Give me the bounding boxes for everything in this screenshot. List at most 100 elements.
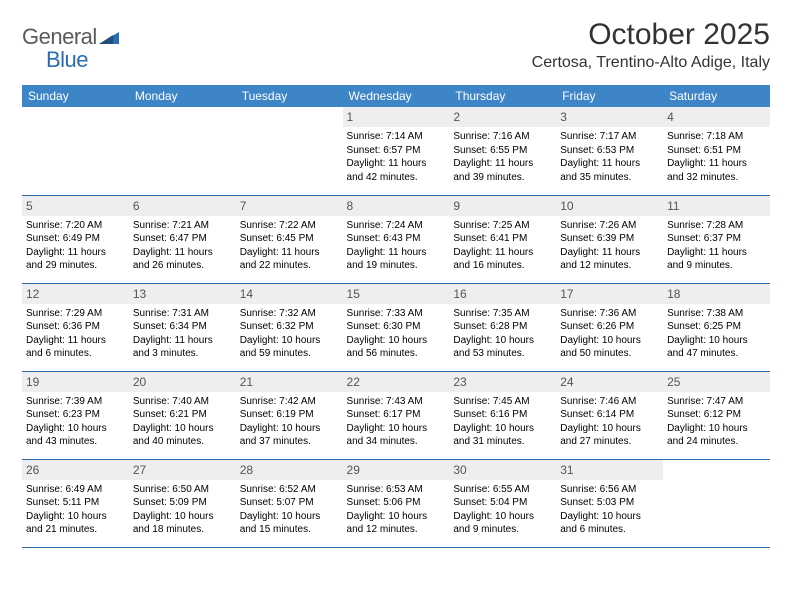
sunset-text: Sunset: 6:37 PM: [667, 232, 766, 246]
sunset-text: Sunset: 5:09 PM: [133, 496, 232, 510]
sunset-text: Sunset: 5:07 PM: [240, 496, 339, 510]
sunset-text: Sunset: 6:45 PM: [240, 232, 339, 246]
day-number: 7: [236, 196, 343, 216]
sunrise-text: Sunrise: 7:42 AM: [240, 395, 339, 409]
calendar-day-cell: [22, 107, 129, 195]
day-number: 27: [129, 460, 236, 480]
sunset-text: Sunset: 5:06 PM: [347, 496, 446, 510]
calendar-day-cell: 19Sunrise: 7:39 AMSunset: 6:23 PMDayligh…: [22, 371, 129, 459]
daylight-text: Daylight: 10 hours and 21 minutes.: [26, 510, 125, 537]
day-number: 24: [556, 372, 663, 392]
daylight-text: Daylight: 10 hours and 15 minutes.: [240, 510, 339, 537]
sunset-text: Sunset: 6:25 PM: [667, 320, 766, 334]
sunset-text: Sunset: 6:53 PM: [560, 144, 659, 158]
day-number: 6: [129, 196, 236, 216]
calendar-day-cell: 7Sunrise: 7:22 AMSunset: 6:45 PMDaylight…: [236, 195, 343, 283]
calendar-day-cell: 29Sunrise: 6:53 AMSunset: 5:06 PMDayligh…: [343, 459, 450, 547]
daylight-text: Daylight: 11 hours and 42 minutes.: [347, 157, 446, 184]
sunset-text: Sunset: 6:14 PM: [560, 408, 659, 422]
sunrise-text: Sunrise: 7:16 AM: [453, 130, 552, 144]
sunrise-text: Sunrise: 7:33 AM: [347, 307, 446, 321]
day-number: 21: [236, 372, 343, 392]
calendar-week-row: 5Sunrise: 7:20 AMSunset: 6:49 PMDaylight…: [22, 195, 770, 283]
sunset-text: Sunset: 5:03 PM: [560, 496, 659, 510]
sunrise-text: Sunrise: 7:43 AM: [347, 395, 446, 409]
day-number: 14: [236, 284, 343, 304]
calendar-day-cell: 12 Sunrise: 7:29 AMSunset: 6:36 PMDayligh…: [22, 283, 129, 371]
daylight-text: Daylight: 10 hours and 34 minutes.: [347, 422, 446, 449]
daylight-text: Daylight: 10 hours and 27 minutes.: [560, 422, 659, 449]
day-number: 20: [129, 372, 236, 392]
calendar-week-row: 19Sunrise: 7:39 AMSunset: 6:23 PMDayligh…: [22, 371, 770, 459]
day-number: 15: [343, 284, 450, 304]
day-number: 16: [449, 284, 556, 304]
daylight-text: Daylight: 10 hours and 59 minutes.: [240, 334, 339, 361]
calendar-day-cell: 8Sunrise: 7:24 AMSunset: 6:43 PMDaylight…: [343, 195, 450, 283]
sunset-text: Sunset: 6:55 PM: [453, 144, 552, 158]
title-block: October 2025 Certosa, Trentino-Alto Adig…: [532, 18, 770, 72]
sunrise-text: Sunrise: 6:52 AM: [240, 483, 339, 497]
sunrise-text: Sunrise: 7:14 AM: [347, 130, 446, 144]
day-number: 29: [343, 460, 450, 480]
daylight-text: Daylight: 10 hours and 47 minutes.: [667, 334, 766, 361]
weekday-header: Saturday: [663, 85, 770, 107]
calendar-day-cell: 2Sunrise: 7:16 AMSunset: 6:55 PMDaylight…: [449, 107, 556, 195]
sunrise-text: Sunrise: 7:28 AM: [667, 219, 766, 233]
sunrise-text: Sunrise: 7:35 AM: [453, 307, 552, 321]
day-number: 23: [449, 372, 556, 392]
daylight-text: Daylight: 11 hours and 22 minutes.: [240, 246, 339, 273]
calendar-day-cell: 21Sunrise: 7:42 AMSunset: 6:19 PMDayligh…: [236, 371, 343, 459]
day-number: 22: [343, 372, 450, 392]
calendar-page: General Blue October 2025 Certosa, Trent…: [0, 0, 792, 558]
daylight-text: Daylight: 10 hours and 37 minutes.: [240, 422, 339, 449]
day-number: 12: [22, 284, 129, 304]
logo-text: General Blue: [22, 24, 119, 79]
sunset-text: Sunset: 6:12 PM: [667, 408, 766, 422]
calendar-day-cell: 3Sunrise: 7:17 AMSunset: 6:53 PMDaylight…: [556, 107, 663, 195]
logo-triangle-icon: [99, 30, 119, 49]
weekday-header: Tuesday: [236, 85, 343, 107]
daylight-text: Daylight: 10 hours and 6 minutes.: [560, 510, 659, 537]
daylight-text: Daylight: 11 hours and 39 minutes.: [453, 157, 552, 184]
sunset-text: Sunset: 6:57 PM: [347, 144, 446, 158]
calendar-day-cell: 17Sunrise: 7:36 AMSunset: 6:26 PMDayligh…: [556, 283, 663, 371]
calendar-day-cell: 26Sunrise: 6:49 AMSunset: 5:11 PMDayligh…: [22, 459, 129, 547]
sunset-text: Sunset: 6:34 PM: [133, 320, 232, 334]
calendar-day-cell: 13Sunrise: 7:31 AMSunset: 6:34 PMDayligh…: [129, 283, 236, 371]
daylight-text: Daylight: 11 hours and 6 minutes.: [26, 334, 125, 361]
sunset-text: Sunset: 6:41 PM: [453, 232, 552, 246]
calendar-day-cell: [663, 459, 770, 547]
sunrise-text: Sunrise: 7:17 AM: [560, 130, 659, 144]
calendar-day-cell: 23Sunrise: 7:45 AMSunset: 6:16 PMDayligh…: [449, 371, 556, 459]
calendar-body: 1Sunrise: 7:14 AMSunset: 6:57 PMDaylight…: [22, 107, 770, 547]
calendar-day-cell: 25Sunrise: 7:47 AMSunset: 6:12 PMDayligh…: [663, 371, 770, 459]
weekday-header-row: Sunday Monday Tuesday Wednesday Thursday…: [22, 85, 770, 107]
calendar-day-cell: 15Sunrise: 7:33 AMSunset: 6:30 PMDayligh…: [343, 283, 450, 371]
sunrise-text: Sunrise: 6:50 AM: [133, 483, 232, 497]
logo-general: General: [22, 24, 97, 49]
day-number: 28: [236, 460, 343, 480]
calendar-day-cell: [129, 107, 236, 195]
sunset-text: Sunset: 6:36 PM: [26, 320, 125, 334]
daylight-text: Daylight: 11 hours and 12 minutes.: [560, 246, 659, 273]
sunrise-text: Sunrise: 7:39 AM: [26, 395, 125, 409]
logo-blue: Blue: [46, 47, 88, 72]
calendar-day-cell: 24Sunrise: 7:46 AMSunset: 6:14 PMDayligh…: [556, 371, 663, 459]
sunrise-text: Sunrise: 6:56 AM: [560, 483, 659, 497]
daylight-text: Daylight: 11 hours and 32 minutes.: [667, 157, 766, 184]
sunset-text: Sunset: 6:43 PM: [347, 232, 446, 246]
daylight-text: Daylight: 11 hours and 3 minutes.: [133, 334, 232, 361]
sunrise-text: Sunrise: 7:29 AM: [26, 307, 125, 321]
day-number: 9: [449, 196, 556, 216]
daylight-text: Daylight: 10 hours and 50 minutes.: [560, 334, 659, 361]
sunset-text: Sunset: 6:51 PM: [667, 144, 766, 158]
sunset-text: Sunset: 6:47 PM: [133, 232, 232, 246]
sunrise-text: Sunrise: 7:18 AM: [667, 130, 766, 144]
calendar-day-cell: 10Sunrise: 7:26 AMSunset: 6:39 PMDayligh…: [556, 195, 663, 283]
day-number: 31: [556, 460, 663, 480]
daylight-text: Daylight: 10 hours and 40 minutes.: [133, 422, 232, 449]
daylight-text: Daylight: 11 hours and 35 minutes.: [560, 157, 659, 184]
day-number: 11: [663, 196, 770, 216]
sunrise-text: Sunrise: 7:45 AM: [453, 395, 552, 409]
sunrise-text: Sunrise: 7:26 AM: [560, 219, 659, 233]
